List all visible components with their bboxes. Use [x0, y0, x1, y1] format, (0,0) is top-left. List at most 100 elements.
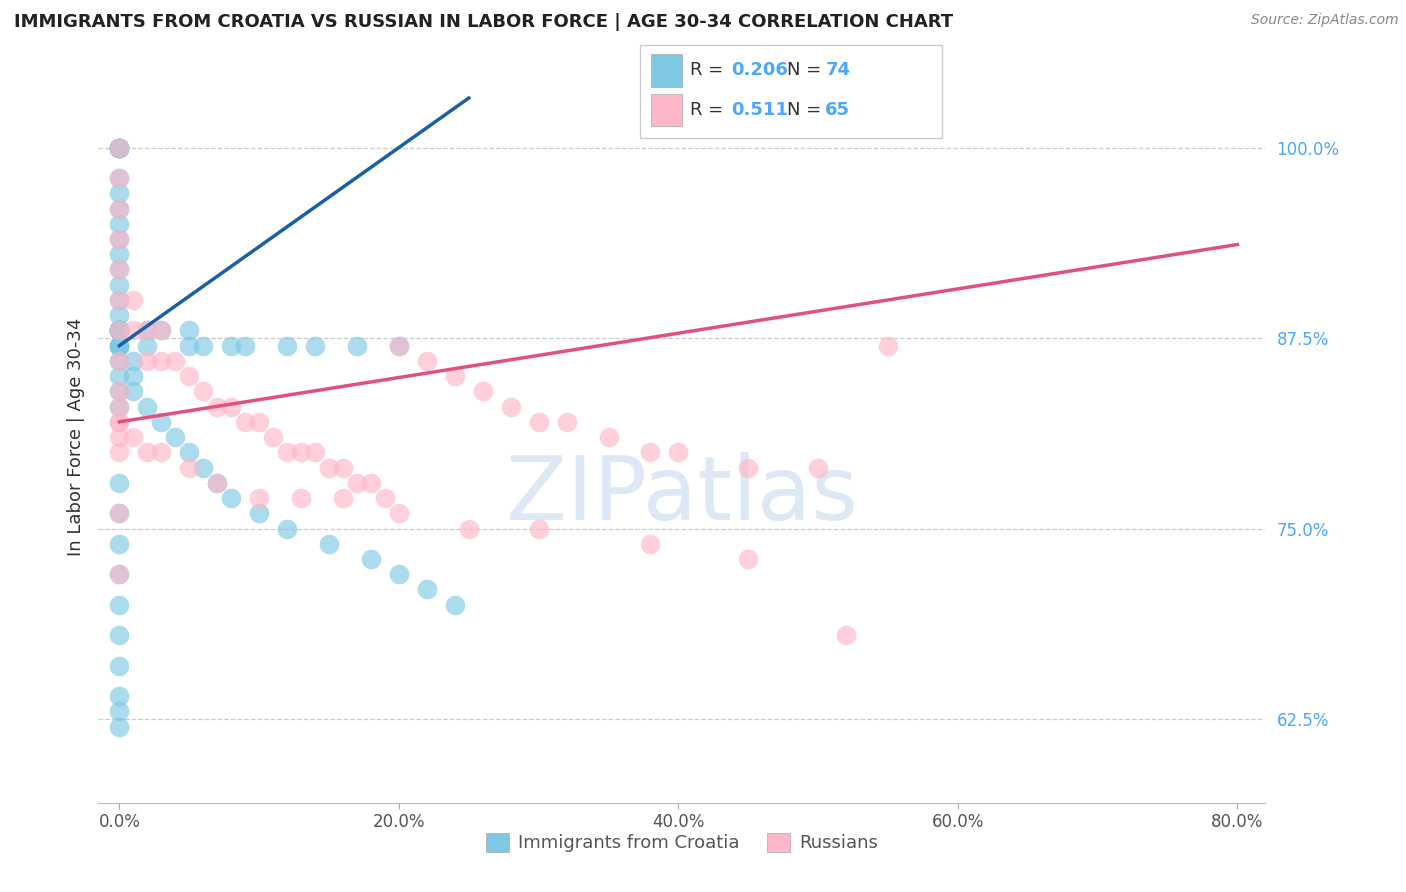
Point: [205, 400, 228, 414]
Point: [108, 262, 131, 277]
Point: [122, 369, 145, 384]
Text: Source: ZipAtlas.com: Source: ZipAtlas.com: [1251, 13, 1399, 28]
Point: [205, 475, 228, 490]
Point: [108, 339, 131, 353]
Point: [332, 460, 354, 475]
Point: [290, 445, 312, 459]
Point: [233, 339, 256, 353]
Point: [108, 262, 131, 277]
Point: [136, 445, 159, 459]
Point: [555, 415, 578, 429]
Point: [205, 475, 228, 490]
Point: [219, 339, 242, 353]
Point: [150, 415, 173, 429]
Text: N =: N =: [787, 62, 827, 79]
Point: [108, 400, 131, 414]
Point: [108, 140, 131, 154]
Point: [276, 445, 298, 459]
Point: [388, 339, 411, 353]
Point: [108, 415, 131, 429]
Point: [304, 339, 326, 353]
Point: [108, 323, 131, 337]
Point: [416, 582, 439, 597]
Point: [136, 323, 159, 337]
Text: R =: R =: [690, 62, 730, 79]
Point: [108, 171, 131, 186]
Text: 65: 65: [825, 101, 851, 119]
Point: [374, 491, 396, 505]
Point: [668, 445, 690, 459]
Point: [108, 171, 131, 186]
Point: [108, 323, 131, 337]
Point: [179, 339, 201, 353]
Point: [108, 506, 131, 520]
Point: [108, 415, 131, 429]
Point: [598, 430, 620, 444]
Point: [122, 430, 145, 444]
Point: [108, 140, 131, 154]
Point: [108, 232, 131, 246]
Point: [471, 384, 494, 399]
Point: [108, 140, 131, 154]
Point: [108, 537, 131, 551]
Point: [193, 460, 215, 475]
Point: [499, 400, 522, 414]
Point: [219, 400, 242, 414]
Point: [108, 323, 131, 337]
Text: 0.206: 0.206: [731, 62, 787, 79]
Point: [737, 552, 759, 566]
Point: [219, 491, 242, 505]
Point: [108, 506, 131, 520]
Point: [108, 354, 131, 368]
Y-axis label: In Labor Force | Age 30-34: In Labor Force | Age 30-34: [66, 318, 84, 557]
Point: [150, 445, 173, 459]
Point: [276, 522, 298, 536]
Point: [262, 430, 284, 444]
Point: [150, 323, 173, 337]
Point: [179, 369, 201, 384]
Point: [108, 475, 131, 490]
Point: [737, 460, 759, 475]
Text: ZIPatlas: ZIPatlas: [506, 452, 858, 539]
Point: [165, 430, 187, 444]
Point: [108, 140, 131, 154]
Point: [108, 323, 131, 337]
Point: [108, 140, 131, 154]
Point: [122, 323, 145, 337]
Point: [388, 339, 411, 353]
Point: [108, 140, 131, 154]
Point: [108, 202, 131, 216]
Point: [807, 460, 830, 475]
Point: [150, 354, 173, 368]
Point: [136, 323, 159, 337]
Point: [150, 323, 173, 337]
Point: [108, 400, 131, 414]
Point: [108, 339, 131, 353]
Point: [108, 323, 131, 337]
Point: [122, 384, 145, 399]
Point: [108, 339, 131, 353]
Point: [318, 537, 340, 551]
Point: [136, 339, 159, 353]
Point: [108, 232, 131, 246]
Point: [108, 323, 131, 337]
Text: 74: 74: [825, 62, 851, 79]
Text: IMMIGRANTS FROM CROATIA VS RUSSIAN IN LABOR FORCE | AGE 30-34 CORRELATION CHART: IMMIGRANTS FROM CROATIA VS RUSSIAN IN LA…: [14, 13, 953, 31]
Point: [108, 567, 131, 582]
Point: [179, 460, 201, 475]
Point: [108, 293, 131, 307]
Point: [877, 339, 900, 353]
Point: [527, 522, 550, 536]
Point: [108, 323, 131, 337]
Point: [247, 506, 270, 520]
Point: [108, 308, 131, 322]
Point: [108, 339, 131, 353]
Point: [247, 415, 270, 429]
Point: [108, 689, 131, 703]
Point: [165, 354, 187, 368]
Point: [360, 552, 382, 566]
Point: [108, 384, 131, 399]
Point: [108, 384, 131, 399]
Point: [416, 354, 439, 368]
Point: [108, 628, 131, 642]
